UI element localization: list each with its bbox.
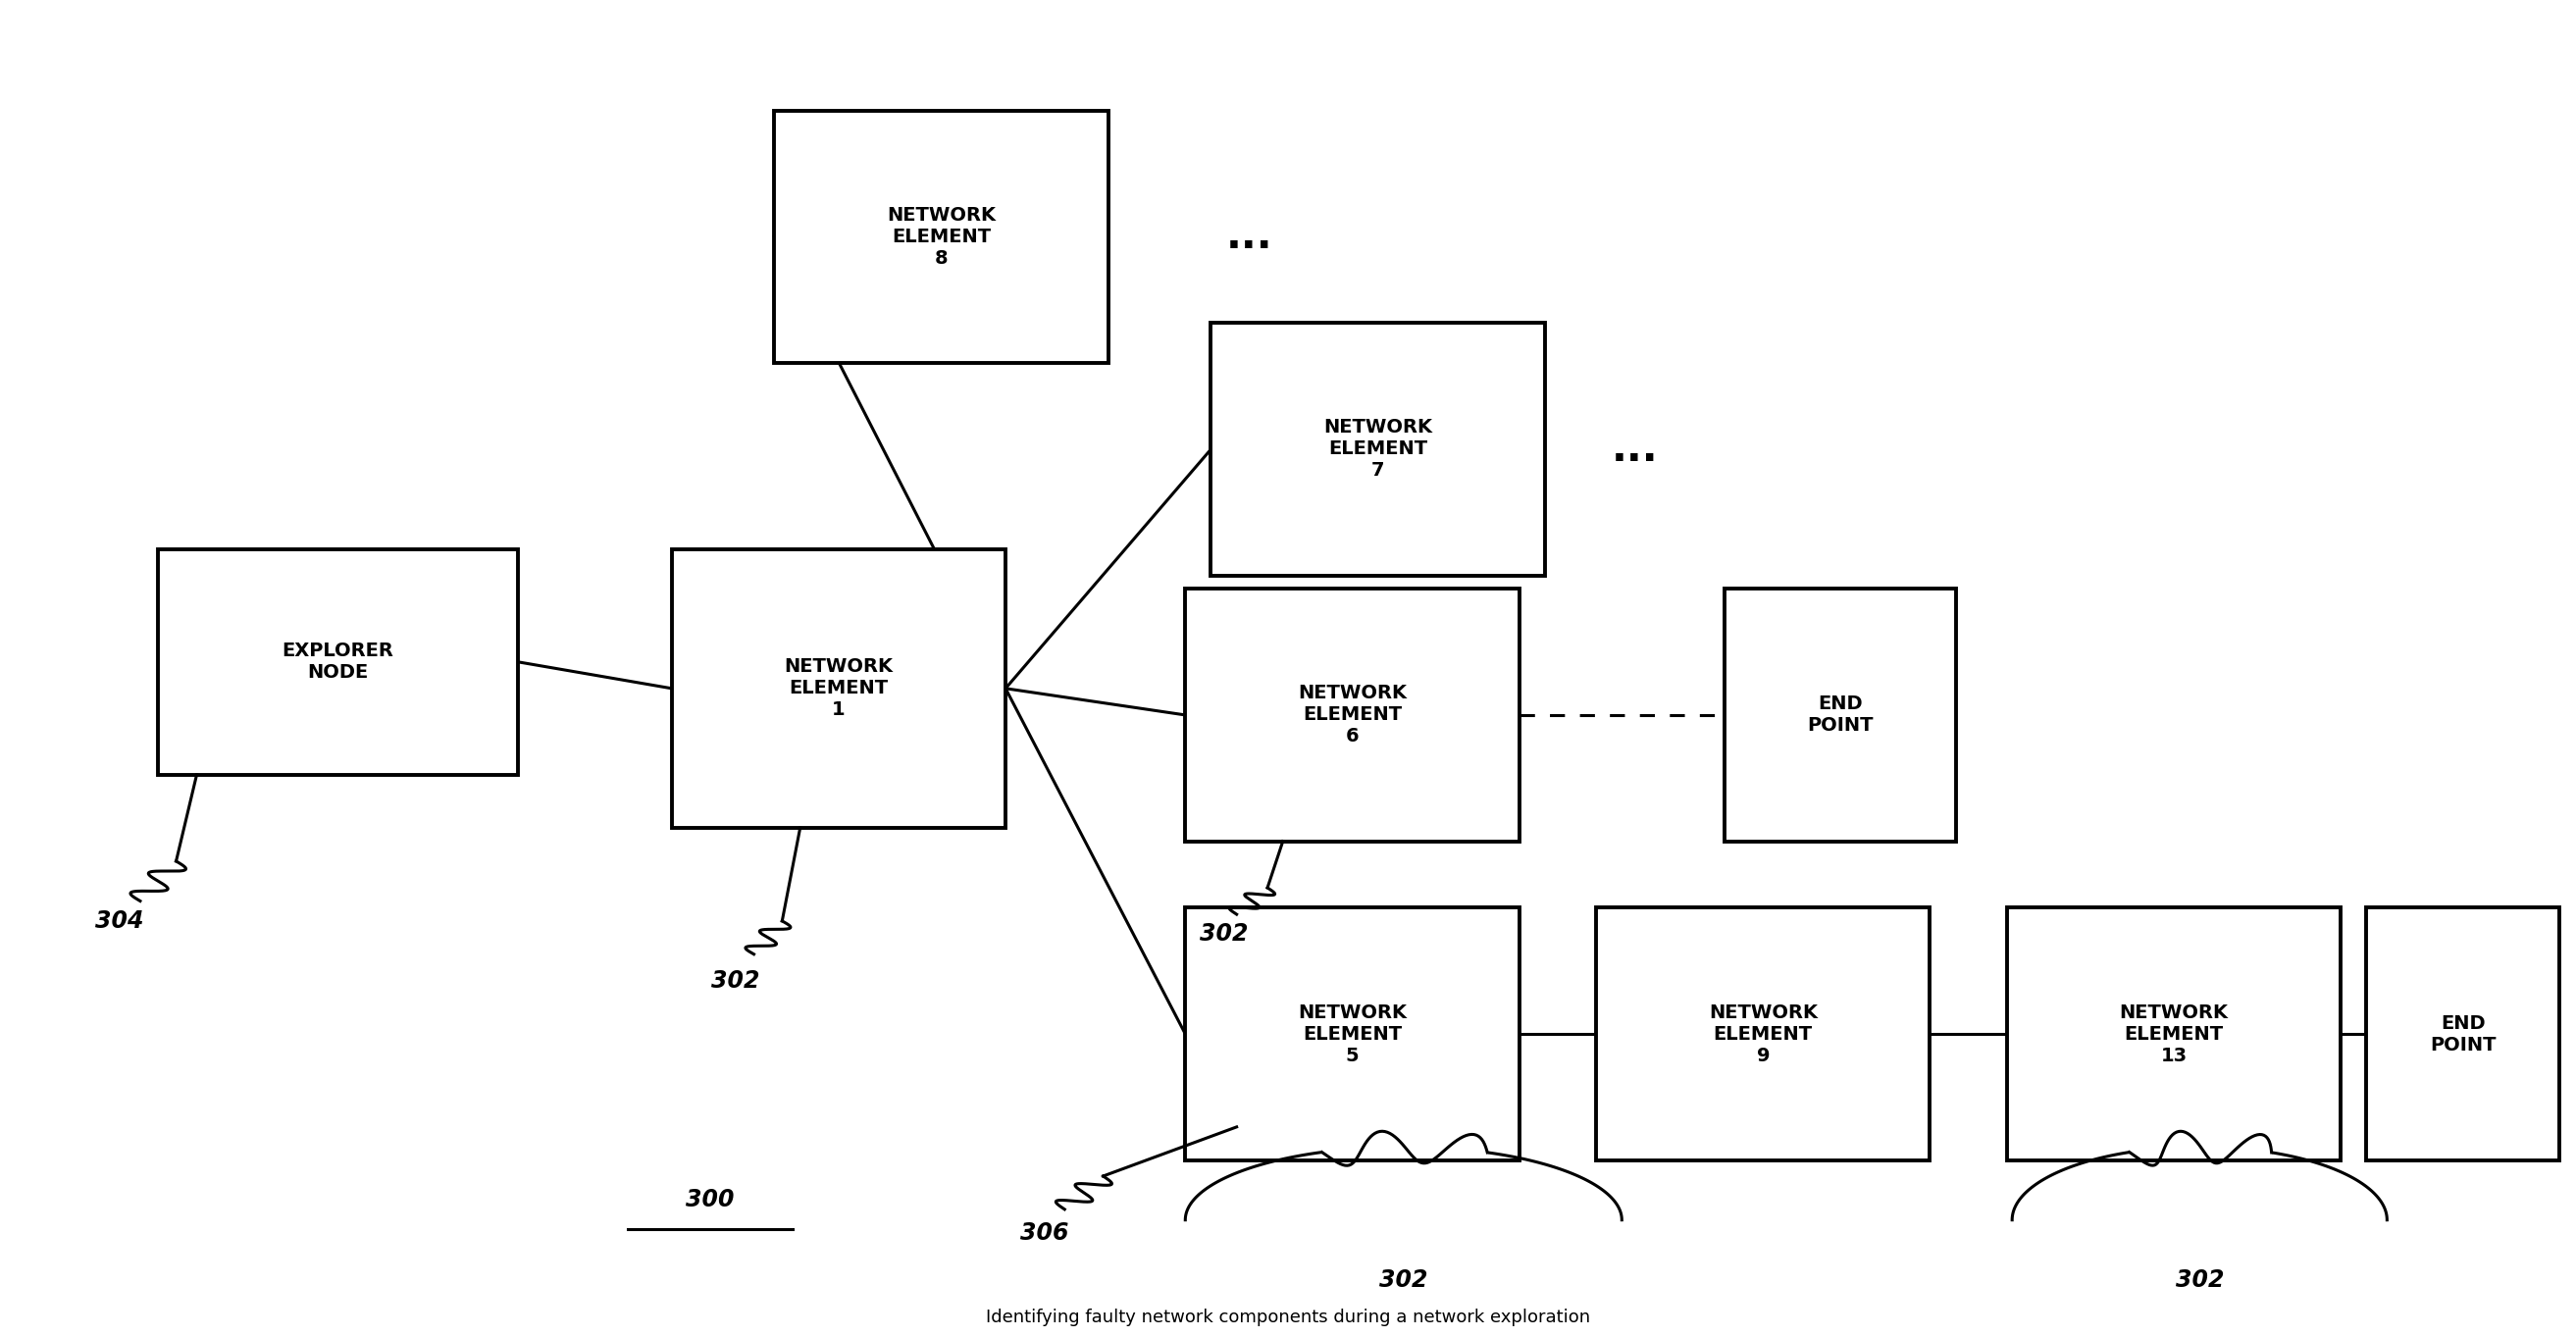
- Text: 304: 304: [95, 909, 144, 933]
- Text: NETWORK
ELEMENT
8: NETWORK ELEMENT 8: [886, 206, 997, 267]
- Text: 300: 300: [685, 1189, 734, 1211]
- FancyBboxPatch shape: [2007, 908, 2342, 1161]
- Text: NETWORK
ELEMENT
7: NETWORK ELEMENT 7: [1324, 418, 1432, 480]
- Text: 302: 302: [1378, 1267, 1427, 1292]
- FancyBboxPatch shape: [157, 550, 518, 775]
- Text: ...: ...: [1613, 429, 1659, 469]
- Text: 306: 306: [1020, 1222, 1069, 1245]
- Text: NETWORK
ELEMENT
6: NETWORK ELEMENT 6: [1298, 685, 1406, 746]
- FancyBboxPatch shape: [1597, 908, 1929, 1161]
- Text: 302: 302: [2174, 1267, 2223, 1292]
- FancyBboxPatch shape: [1211, 324, 1546, 575]
- FancyBboxPatch shape: [1185, 908, 1520, 1161]
- Text: END
POINT: END POINT: [1806, 695, 1873, 735]
- FancyBboxPatch shape: [1185, 588, 1520, 841]
- FancyBboxPatch shape: [2367, 908, 2558, 1161]
- Text: NETWORK
ELEMENT
1: NETWORK ELEMENT 1: [783, 658, 894, 719]
- Text: ...: ...: [1226, 217, 1273, 257]
- FancyBboxPatch shape: [1723, 588, 1955, 841]
- Text: END
POINT: END POINT: [2429, 1013, 2496, 1054]
- FancyBboxPatch shape: [775, 111, 1108, 362]
- Text: 302: 302: [711, 969, 760, 992]
- Text: 302: 302: [1200, 923, 1249, 947]
- Text: NETWORK
ELEMENT
5: NETWORK ELEMENT 5: [1298, 1003, 1406, 1064]
- Text: NETWORK
ELEMENT
9: NETWORK ELEMENT 9: [1708, 1003, 1819, 1064]
- Text: EXPLORER
NODE: EXPLORER NODE: [281, 642, 394, 682]
- FancyBboxPatch shape: [672, 550, 1005, 828]
- Text: Identifying faulty network components during a network exploration: Identifying faulty network components du…: [987, 1309, 1589, 1326]
- Text: NETWORK
ELEMENT
13: NETWORK ELEMENT 13: [2120, 1003, 2228, 1064]
